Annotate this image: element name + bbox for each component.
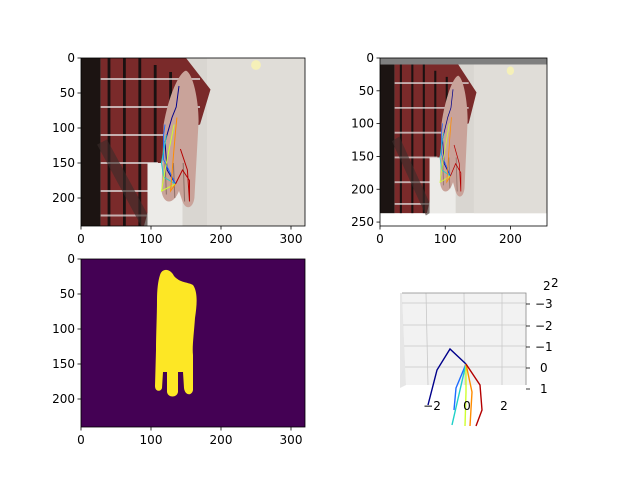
panel-photo-pose: 0 100 200 300 0 50 100 150 200: [52, 51, 306, 246]
mask-foreground: [155, 269, 197, 397]
axes-frame: [379, 57, 548, 227]
z-tick-label: 2: [551, 276, 559, 290]
y-tick-label: 100: [52, 322, 75, 336]
panel-mask: 0 100 200 300 0 50 100 150 200: [52, 252, 306, 447]
axes-frame: [80, 57, 306, 227]
axes-frame: [80, 258, 306, 428]
x-tick-label: 100: [140, 232, 163, 246]
y-tick-label: 250: [351, 215, 374, 229]
y-tick-label: 50: [359, 84, 374, 98]
pose-skeleton-3d: [427, 347, 483, 427]
y-axis: 0 50 100 150 200: [52, 252, 81, 406]
y-tick-label: 200: [52, 191, 75, 205]
x-axis: 0 100 200 300: [77, 427, 302, 447]
x-axis: 0 100 200: [376, 226, 522, 246]
y-tick-label: 0: [540, 361, 548, 375]
x-tick-label: 2: [500, 399, 508, 413]
y-tick-label: 50: [60, 86, 75, 100]
padding-band: [380, 58, 547, 65]
x-tick-label: 300: [280, 232, 303, 246]
x-tick-label: 200: [210, 232, 233, 246]
y-tick-label: 1: [540, 382, 548, 396]
back-pane: [402, 293, 526, 385]
y-tick-label: 100: [52, 121, 75, 135]
y-tick-label: 0: [67, 51, 75, 65]
x-tick-label: 200: [499, 232, 522, 246]
y-tick-label: 50: [60, 287, 75, 301]
y-tick-label: 0: [366, 51, 374, 65]
y-tick-label: 100: [351, 117, 374, 131]
y-tick-label: 150: [351, 149, 374, 163]
x-tick-label: 0: [77, 232, 85, 246]
x-tick-label: 100: [140, 433, 163, 447]
y-axis: 0 50 100 150 200 250: [351, 51, 380, 229]
x-tick-label: 0: [77, 433, 85, 447]
x-tick-label: 0: [463, 399, 471, 413]
x-tick-label: −2: [423, 399, 441, 413]
hand-photo-cropped: [380, 65, 547, 214]
y-axis: 0 50 100 150 200: [52, 51, 81, 205]
x-tick-label: 100: [434, 232, 457, 246]
x-tick-label: 0: [376, 232, 384, 246]
y-tick-label: 150: [52, 357, 75, 371]
grid-3d: [402, 292, 526, 386]
x-axis: 0 100 200 300: [77, 226, 302, 246]
x-tick-label: 300: [280, 433, 303, 447]
mask-background: [81, 259, 305, 427]
hand-photo: [81, 58, 305, 226]
y-tick-label: −2: [535, 319, 553, 333]
y-tick-label: 200: [52, 392, 75, 406]
z-tick-label: 2: [543, 279, 551, 293]
side-pane: [400, 293, 406, 388]
y-tick-label: 150: [52, 156, 75, 170]
x-tick-label: 200: [210, 433, 233, 447]
panel-cropped-pose: 0 100 200 0 50 100 150 200 250: [351, 51, 548, 246]
y-tick-label: 200: [351, 182, 374, 196]
y-tick-label: 0: [67, 252, 75, 266]
y-tick-label: −1: [535, 340, 553, 354]
y-tick-label: −3: [535, 297, 553, 311]
